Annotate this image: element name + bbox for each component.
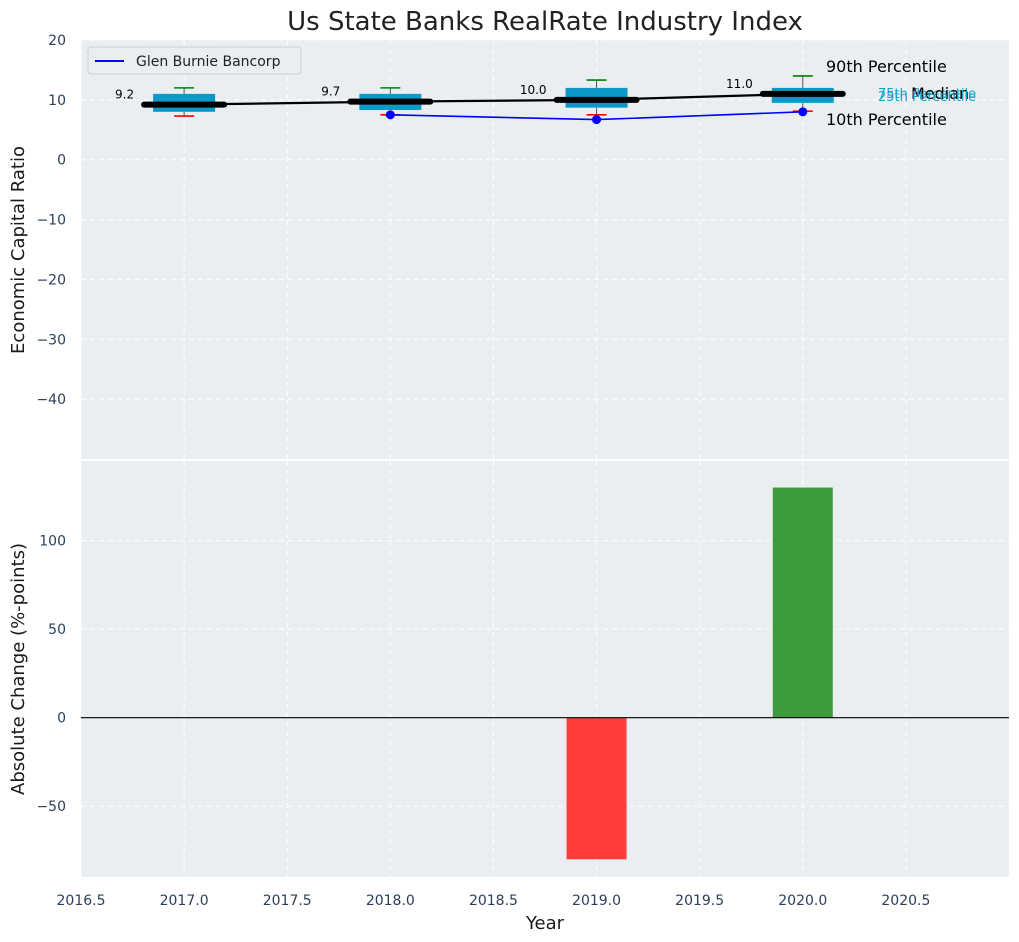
bottom-y-axis-label: Absolute Change (%-points) [8,543,29,795]
annotation-p75: 75th Percentile [878,87,976,102]
median-line [184,92,803,106]
grid [80,39,1009,877]
top-y-axis-label: Economic Capital Ratio [8,146,29,354]
axis-ticks: 2016.5 2017.0 2017.5 2018.0 2018.5 2019.0 2019… [36,33,930,909]
top-y-tick-label: −20 [36,272,66,288]
x-tick-label: 2017.5 [263,893,312,909]
legend-label: Glen Burnie Bancorp [136,54,281,70]
top-y-tick-label: −40 [36,392,66,408]
top-y-tick-label: −30 [36,332,66,348]
median-value-label: 9.2 [115,88,134,102]
bottom-panel [81,461,1009,877]
top-panel [81,40,1009,459]
x-tick-label: 2018.0 [366,893,415,909]
top-y-tick-label: 10 [48,93,66,109]
annotation-median: Median [911,84,969,103]
median-value-label: 9.7 [321,85,340,99]
x-tick-label: 2018.5 [469,893,518,909]
x-tick-label: 2017.0 [160,893,209,909]
top-plot: 9.2 9.7 10.0 11.0 90th Percentile 75th Percen… [115,57,976,129]
x-axis-label: Year [525,913,565,934]
bottom-y-tick-label: 100 [39,534,66,550]
bottom-y-tick-label: 0 [57,711,66,727]
change-bar [772,487,833,718]
bottom-plot [81,487,1009,860]
x-tick-label: 2019.0 [572,893,621,909]
company-point [385,110,395,120]
annotation-p25: 25th Percentile [878,90,976,105]
chart-title: Us State Banks RealRate Industry Index [287,7,803,37]
company-point [798,107,808,117]
company-point [592,115,602,125]
annotation-p90: 90th Percentile [826,57,947,76]
change-bar [566,717,627,860]
top-y-tick-label: 0 [57,153,66,169]
annotation-p10: 10th Percentile [826,110,947,129]
top-y-tick-label: −10 [36,213,66,229]
legend-box [87,46,302,75]
top-y-tick-label: 20 [48,33,66,49]
x-tick-label: 2019.5 [675,893,724,909]
bottom-y-tick-label: −50 [36,799,66,815]
median-value-label: 10.0 [520,83,547,97]
x-tick-label: 2020.5 [881,893,930,909]
bottom-y-tick-label: 50 [48,622,66,638]
median-value-label: 11.0 [726,77,753,91]
x-tick-label: 2020.0 [778,893,827,909]
legend: Glen Burnie Bancorp [87,46,302,75]
x-tick-label: 2016.5 [57,893,106,909]
